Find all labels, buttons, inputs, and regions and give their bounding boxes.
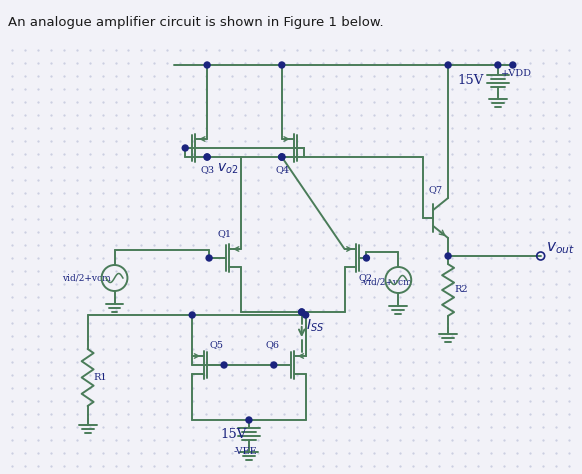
Text: $v_{o2}$: $v_{o2}$ [217,162,239,176]
Text: Q3: Q3 [200,165,214,174]
Circle shape [279,154,285,160]
Circle shape [279,154,285,160]
Text: +VDD: +VDD [501,69,532,78]
Circle shape [206,255,212,261]
Text: 15V: 15V [221,428,247,440]
Circle shape [182,145,188,151]
Circle shape [279,62,285,68]
Text: 15V: 15V [457,73,484,86]
Circle shape [445,253,451,259]
Text: Q7: Q7 [428,185,442,194]
Text: -VEE: -VEE [233,447,257,456]
Text: R1: R1 [94,373,107,382]
Circle shape [271,362,277,368]
Text: An analogue amplifier circuit is shown in Figure 1 below.: An analogue amplifier circuit is shown i… [8,16,384,29]
Circle shape [279,154,285,160]
Circle shape [445,62,451,68]
Text: $I_{SS}$: $I_{SS}$ [306,318,324,334]
Text: Q1: Q1 [217,229,231,238]
Circle shape [246,417,252,423]
Circle shape [204,62,210,68]
Circle shape [510,62,516,68]
Text: $v_{out}$: $v_{out}$ [546,240,574,256]
Circle shape [299,309,305,315]
Text: R2: R2 [454,285,468,294]
Text: Q2: Q2 [359,273,372,283]
Text: Q5: Q5 [209,340,223,349]
Circle shape [303,312,308,318]
Text: -vid/2+vcm: -vid/2+vcm [360,277,412,286]
Text: Q4: Q4 [276,165,290,174]
Circle shape [204,154,210,160]
Circle shape [189,312,195,318]
Circle shape [204,154,210,160]
Circle shape [363,255,370,261]
Text: vid/2+vcm: vid/2+vcm [62,273,111,283]
Circle shape [495,62,501,68]
Text: Q6: Q6 [266,340,280,349]
Circle shape [221,362,227,368]
Circle shape [299,309,305,315]
